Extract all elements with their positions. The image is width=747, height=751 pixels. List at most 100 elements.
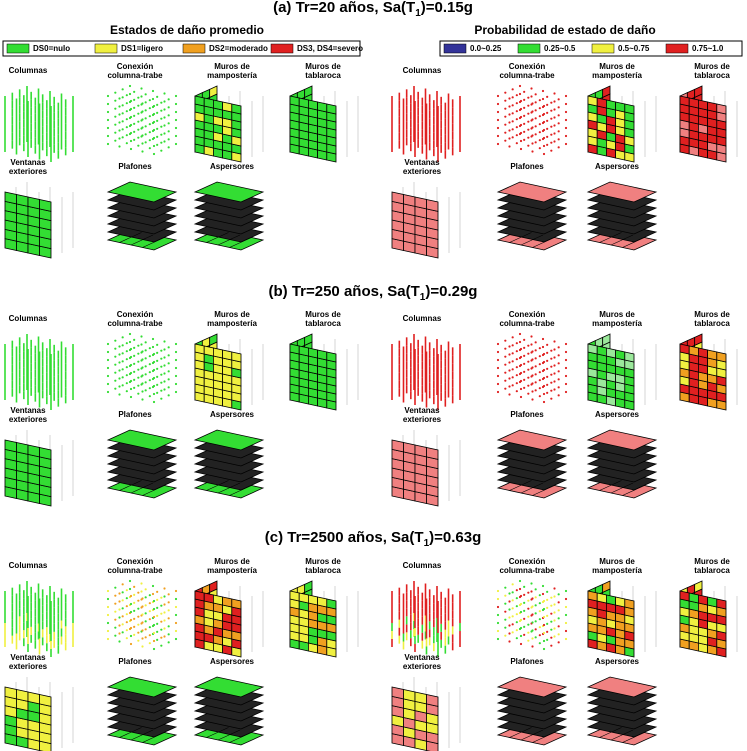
connection xyxy=(511,376,514,379)
slab-grid xyxy=(229,732,252,743)
component-label: tablaroca xyxy=(694,319,730,328)
connection xyxy=(133,625,136,628)
connection xyxy=(496,126,500,130)
connection xyxy=(511,344,514,347)
connection xyxy=(141,142,144,145)
connection xyxy=(564,358,568,362)
component-label: Aspersores xyxy=(595,410,640,419)
connection xyxy=(129,379,133,383)
connection xyxy=(141,390,144,393)
wall-panel xyxy=(27,196,40,210)
ceiling-slab xyxy=(586,676,658,698)
connection xyxy=(553,603,556,606)
connection xyxy=(152,647,156,651)
connection xyxy=(515,94,518,97)
connection xyxy=(553,627,556,630)
connection xyxy=(163,372,166,375)
wall-panel xyxy=(624,103,635,115)
connection xyxy=(508,145,511,148)
connection xyxy=(531,350,534,353)
wall-panel xyxy=(688,97,699,109)
connection xyxy=(508,624,511,627)
component-render xyxy=(193,676,265,746)
connection xyxy=(527,599,530,602)
connection xyxy=(564,390,568,394)
connection xyxy=(553,587,556,590)
connection xyxy=(125,350,128,353)
connection xyxy=(141,350,144,353)
connection xyxy=(550,381,553,384)
component-label: mampostería xyxy=(592,319,642,328)
component-render xyxy=(496,181,568,251)
connection xyxy=(121,368,124,371)
ceiling-slab xyxy=(586,181,658,203)
connection xyxy=(519,147,523,151)
connection xyxy=(129,387,133,391)
connection xyxy=(496,390,500,394)
connection xyxy=(534,612,537,615)
connection xyxy=(542,599,546,603)
connection xyxy=(156,103,159,106)
component-label: Muros de xyxy=(599,557,635,566)
connection xyxy=(106,613,110,617)
connection xyxy=(523,90,526,93)
connection xyxy=(531,366,534,369)
wall-panel xyxy=(716,598,727,610)
connection xyxy=(144,628,147,631)
connection xyxy=(133,138,136,141)
connection xyxy=(550,596,553,599)
component-label: Plafones xyxy=(118,657,152,666)
connection xyxy=(515,342,518,345)
wall-panel xyxy=(16,689,29,702)
connection xyxy=(156,606,159,609)
wall-panel xyxy=(194,95,205,107)
connection xyxy=(156,375,159,378)
wall-panel xyxy=(16,194,29,207)
connection xyxy=(152,615,156,619)
wall-panel xyxy=(694,333,703,346)
title-subscript: 1 xyxy=(415,8,421,19)
connection xyxy=(496,621,500,625)
connection xyxy=(152,639,156,643)
connection xyxy=(523,633,526,636)
component-label: Conexión xyxy=(117,310,154,319)
title-text: )=0.15g xyxy=(421,0,473,16)
connection xyxy=(534,117,537,120)
connection xyxy=(148,355,151,358)
connection xyxy=(128,332,132,336)
connection xyxy=(174,613,178,617)
wall-panel xyxy=(326,351,337,363)
connection xyxy=(163,348,166,351)
connection xyxy=(496,358,500,362)
connection xyxy=(133,362,136,365)
wall-panel xyxy=(391,191,404,205)
connection xyxy=(519,139,523,143)
connection xyxy=(151,592,155,596)
connection xyxy=(133,378,136,381)
slab-grid xyxy=(130,482,154,494)
connection xyxy=(129,115,133,119)
connection xyxy=(564,134,568,138)
connection xyxy=(152,144,156,148)
connection xyxy=(515,382,518,385)
connection xyxy=(531,102,534,105)
wall-panel xyxy=(212,99,224,111)
connection xyxy=(125,358,128,361)
wall-panel xyxy=(212,594,224,606)
connection xyxy=(148,107,151,110)
connection xyxy=(125,589,128,592)
connection xyxy=(504,371,507,374)
connection xyxy=(160,373,163,376)
connection xyxy=(553,348,556,351)
connection xyxy=(167,593,170,596)
connection xyxy=(174,589,178,593)
connection xyxy=(151,345,155,349)
connection xyxy=(564,629,568,633)
wall-panel xyxy=(716,103,727,115)
connection xyxy=(114,387,117,390)
connection xyxy=(152,392,156,396)
connection xyxy=(160,109,163,112)
legend-label: 0.25~0.5 xyxy=(544,44,576,53)
section-title: (c) Tr=2500 años, Sa(T1)=0.63g xyxy=(265,529,482,549)
connection xyxy=(125,126,128,129)
